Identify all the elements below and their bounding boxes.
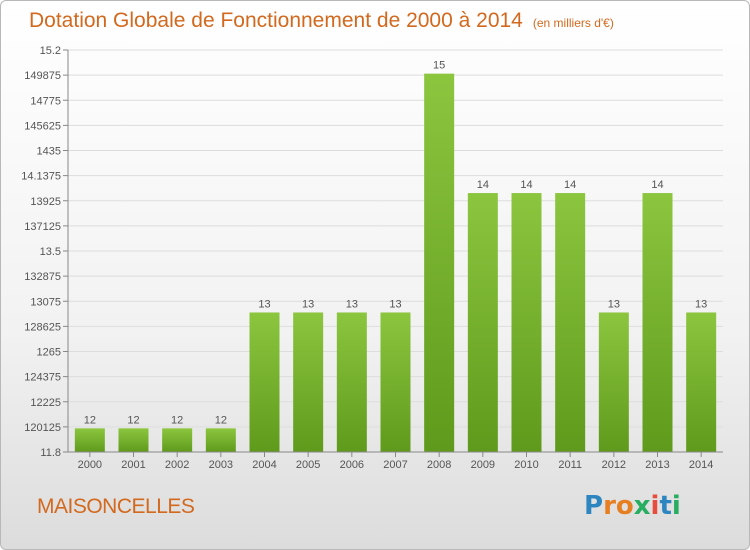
- x-tick-label: 2003: [209, 459, 233, 471]
- label-layer: 12 12 12 12 13 13 13 13 15 14 14 14 13 14 13: [84, 60, 708, 427]
- y-tick-label: 137125: [24, 221, 61, 233]
- y-tick-label: 120125: [24, 422, 61, 434]
- logo-letter: r: [603, 491, 616, 521]
- y-tick-label: 11.8: [40, 447, 61, 459]
- bar-value-label: 15: [433, 60, 445, 72]
- bar-value-label: 13: [346, 298, 358, 310]
- bar-value-label: 13: [389, 298, 401, 310]
- bar: [642, 193, 673, 453]
- bar-value-label: 13: [695, 298, 707, 310]
- x-tick-label: 2001: [121, 459, 145, 471]
- x-tick-label: 2006: [340, 459, 364, 471]
- logo-letter: x: [633, 491, 651, 521]
- bar: [424, 73, 455, 452]
- y-tick-label: 1265: [37, 347, 61, 359]
- x-tick-label: 2012: [602, 459, 626, 471]
- x-tick-label: 2007: [383, 459, 407, 471]
- x-tick-label: 2008: [427, 459, 451, 471]
- x-tick-label: 2011: [558, 459, 582, 471]
- proxiti-logo: Proxiti: [584, 491, 681, 521]
- city-name: MAISONCELLES: [37, 495, 195, 518]
- x-tick-label: 2009: [471, 459, 495, 471]
- bar-value-label: 14: [564, 179, 576, 191]
- bar: [336, 312, 367, 452]
- bar-value-label: 14: [520, 179, 532, 191]
- y-tick-label: 13.5: [40, 246, 61, 258]
- bar: [467, 193, 498, 453]
- y-tick-label: 14.1375: [21, 171, 61, 183]
- logo-letter: P: [584, 491, 604, 521]
- x-tick-label: 2002: [165, 459, 189, 471]
- y-tick-label: 13925: [30, 196, 61, 208]
- logo-letter: i: [671, 491, 681, 521]
- x-tick-label: 2013: [645, 459, 669, 471]
- x-tick-label: 2005: [296, 459, 320, 471]
- bar: [380, 312, 411, 452]
- x-tick-label: 2000: [78, 459, 102, 471]
- bar-value-label: 14: [477, 179, 489, 191]
- bar-value-label: 14: [651, 179, 663, 191]
- bar: [249, 312, 280, 452]
- chart-subtitle: (en milliers d'€): [532, 16, 614, 30]
- logo-letter: t: [659, 491, 672, 521]
- bar-layer: [74, 73, 717, 453]
- bar: [118, 428, 149, 452]
- bar-value-label: 13: [258, 298, 270, 310]
- bar: [205, 428, 236, 452]
- bar-value-label: 12: [215, 414, 227, 426]
- y-tick-label: 124375: [24, 372, 61, 384]
- bar-value-label: 12: [127, 414, 139, 426]
- x-tick-label: 2014: [689, 459, 713, 471]
- bar-value-label: 13: [608, 298, 620, 310]
- y-tick-label: 13075: [30, 296, 61, 308]
- logo-letter: o: [615, 491, 634, 521]
- bar: [555, 193, 586, 453]
- y-tick-label: 12225: [30, 397, 61, 409]
- y-tick-label: 145625: [24, 120, 61, 132]
- x-tick-label: 2004: [252, 459, 276, 471]
- y-tick-label: 128625: [24, 321, 61, 333]
- y-tick-label: 14775: [30, 95, 61, 107]
- bar-value-label: 12: [84, 414, 96, 426]
- chart-title: Dotation Globale de Fonctionnement de 20…: [29, 9, 614, 33]
- bar: [686, 312, 717, 452]
- chart-title-text: Dotation Globale de Fonctionnement de 20…: [29, 9, 523, 32]
- bar: [598, 312, 629, 452]
- axis-layer: 11.8 120125 12225 124375 1265 128625 13075 1328…: [21, 45, 723, 471]
- bar: [74, 428, 105, 452]
- logo-letter: i: [650, 491, 660, 521]
- bar: [293, 312, 324, 452]
- bar-value-label: 13: [302, 298, 314, 310]
- y-tick-label: 149875: [24, 70, 61, 82]
- y-tick-label: 15.2: [40, 45, 61, 57]
- bar-value-label: 12: [171, 414, 183, 426]
- bar: [162, 428, 193, 452]
- y-tick-label: 1435: [37, 146, 61, 158]
- y-tick-label: 132875: [24, 271, 61, 283]
- x-tick-label: 2010: [514, 459, 538, 471]
- bar: [511, 193, 542, 453]
